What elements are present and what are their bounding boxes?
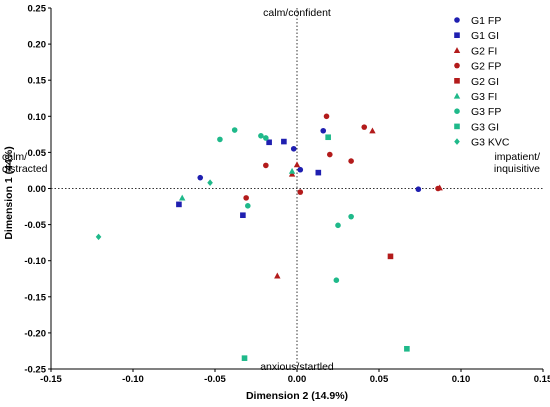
point-g2-fp [263, 162, 269, 169]
point-g3-gi [241, 355, 248, 361]
point-g1-fp [320, 127, 327, 134]
point-g3-gi [325, 134, 331, 141]
point-g3-fp [263, 135, 269, 141]
annotation-top: calm/confident [263, 7, 331, 19]
x-tick-label: 0.00 [288, 374, 307, 385]
point-g2-fp [348, 158, 354, 164]
point-g3-gi [404, 345, 410, 352]
legend-label-g2-fi: G2 FI [471, 45, 497, 57]
point-g2-fp [361, 124, 368, 130]
y-axis-ticks: 0.25 0.20 0.15 0.10 0.05 0.00 -0.05 -0.10 -0.15 -… [24, 4, 51, 376]
x-axis-ticks: -0.15 -0.10 -0.05 0.00 0.05 0.10 0.15 [40, 369, 550, 385]
legend-label-g2-gi: G2 GI [471, 76, 499, 88]
y-tick-label: -0.25 [24, 365, 46, 376]
point-g3-fp [217, 136, 223, 143]
point-g3-kvc [207, 179, 213, 187]
legend-label-g3-gi: G3 GI [471, 121, 499, 133]
y-tick-label: -0.20 [24, 328, 46, 339]
point-g1-fp [290, 145, 297, 152]
point-g2-fi [274, 272, 281, 279]
annotation-right-line2: inquisitive [494, 163, 540, 175]
point-g2-fi [369, 127, 376, 134]
point-g3-fp [245, 203, 251, 209]
x-tick-label: 0.10 [452, 374, 471, 385]
y-tick-label: 0.05 [28, 148, 47, 159]
y-tick-label: -0.05 [24, 220, 46, 231]
x-tick-label: 0.15 [534, 374, 550, 385]
legend-marker-g3-kvc [454, 138, 460, 145]
point-g2-fp [327, 151, 333, 158]
y-tick-label: 0.00 [28, 184, 47, 195]
point-g3-fi [179, 194, 186, 201]
point-g1-fp [297, 166, 304, 173]
legend-marker-g3-fi [453, 92, 461, 99]
y-tick-label: 0.25 [28, 4, 47, 15]
legend-label-g3-fi: G3 FI [471, 91, 497, 103]
legend-label-g3-kvc: G3 KVC [471, 137, 510, 149]
legend-marker-g1-fp [454, 17, 460, 23]
point-g1-gi [266, 139, 272, 146]
point-g3-fp [231, 127, 238, 133]
y-tick-label: -0.15 [24, 292, 46, 303]
x-axis-title: Dimension 2 (14.9%) [246, 390, 348, 402]
y-tick-label: 0.10 [28, 112, 47, 123]
point-g2-fp [243, 195, 249, 201]
annotation-bottom: anxious/startled [260, 361, 334, 373]
point-g1-gi [315, 169, 322, 176]
point-g3-fp [258, 132, 264, 139]
point-g1-gi [176, 201, 182, 208]
point-g2-fp [323, 113, 330, 120]
point-g3-kvc [95, 233, 102, 241]
y-tick-label: -0.10 [24, 256, 46, 267]
y-axis-title: Dimension 1 (44%) [3, 146, 15, 239]
legend-label-g2-fp: G2 FP [471, 61, 501, 73]
point-g2-gi [387, 253, 394, 260]
point-g2-fp [435, 185, 441, 192]
legend-marker-g3-gi [454, 123, 460, 130]
point-g1-fp [415, 186, 422, 193]
annotation-right-line1: impatient/ [494, 151, 540, 163]
point-g2-fi [293, 161, 301, 168]
point-g1-gi [281, 138, 287, 145]
point-g3-fp [348, 213, 354, 220]
annotation-left-line2: distracted [2, 163, 48, 175]
point-g2-fp [297, 189, 304, 195]
x-tick-label: -0.05 [204, 374, 226, 385]
reference-lines [51, 8, 543, 369]
legend-marker-g1-gi [454, 32, 460, 38]
x-tick-label: -0.10 [122, 374, 144, 385]
point-g3-fp [335, 222, 341, 229]
legend-label-g1-fp: G1 FP [471, 15, 501, 27]
y-tick-label: 0.15 [28, 76, 47, 87]
point-g3-fi [288, 167, 296, 174]
legend-label-g1-gi: G1 GI [471, 30, 499, 42]
annotation-left-line1: calm/ [2, 151, 27, 163]
legend-marker-g3-fp [454, 108, 460, 114]
legend-marker-g2-fp [454, 62, 460, 69]
legend-marker-g2-fi [453, 47, 461, 53]
point-g3-fp [333, 277, 340, 283]
point-g1-fp [197, 174, 204, 181]
legend: G1 FP G1 GI G2 FI G2 FP G2 GI G3 FI G3 FP G3 GI… [453, 15, 510, 149]
x-tick-label: 0.05 [370, 374, 389, 385]
y-tick-label: 0.20 [28, 40, 47, 51]
legend-marker-g2-gi [454, 78, 460, 84]
legend-label-g3-fp: G3 FP [471, 106, 501, 118]
point-g1-gi [240, 212, 246, 219]
x-tick-label: -0.15 [40, 374, 62, 385]
data-points [95, 113, 443, 361]
